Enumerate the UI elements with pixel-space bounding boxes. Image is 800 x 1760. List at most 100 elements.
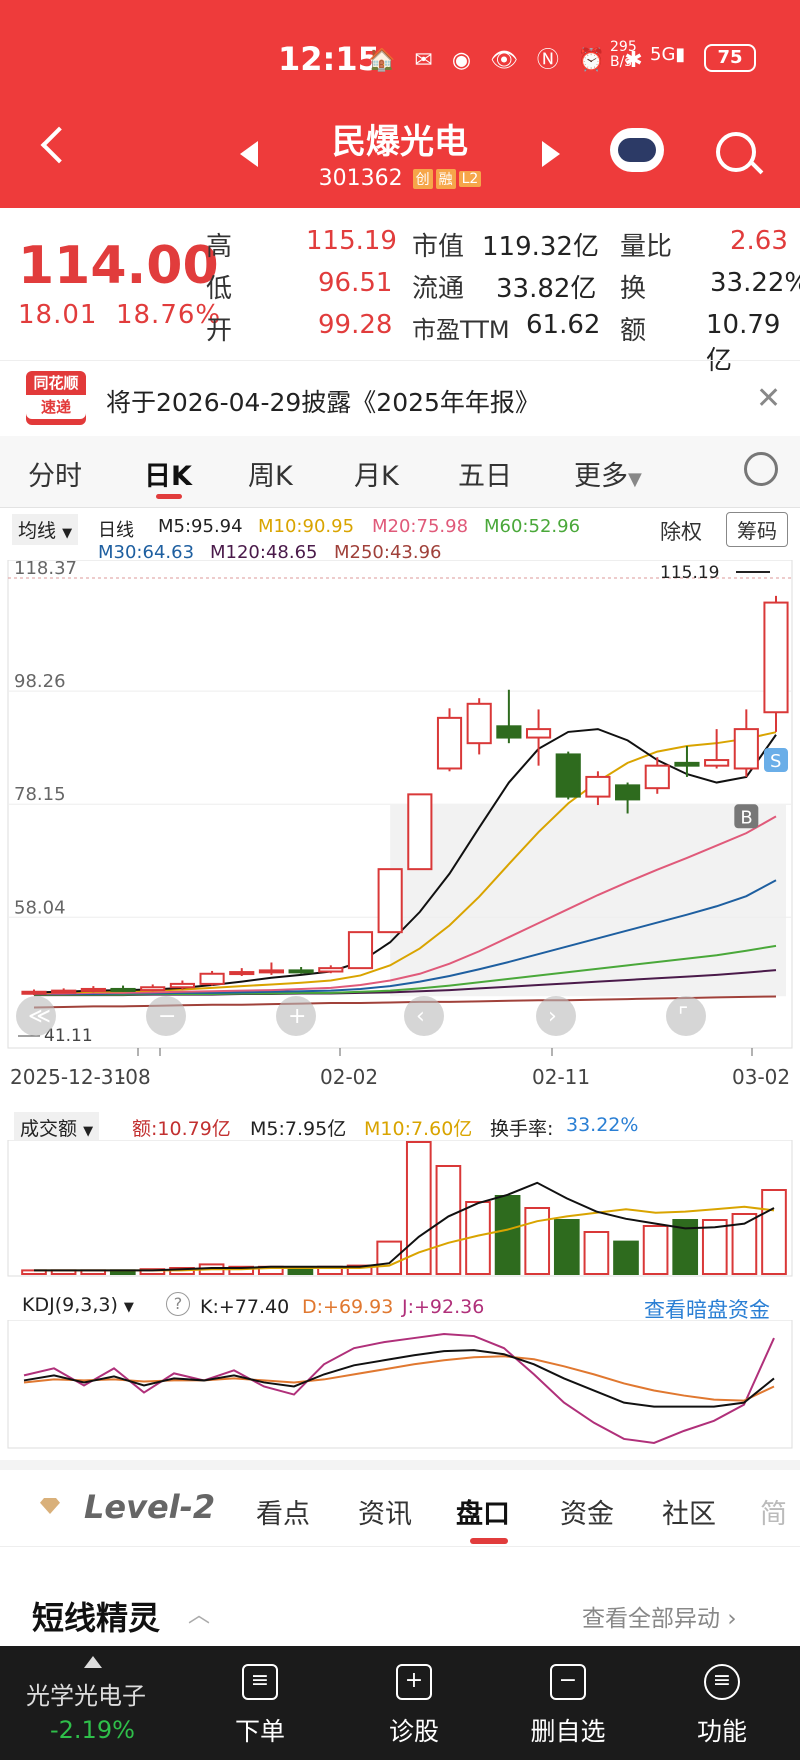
volume-legend: 成交额 ▼ 额:10.79亿 M5:7.95亿 M10:7.60亿 换手率: 3… xyxy=(0,1104,800,1143)
float-label: 流通 xyxy=(412,274,465,304)
active-tab-indicator xyxy=(470,1538,508,1544)
related-sector-name[interactable]: 光学光电子 xyxy=(26,1682,146,1710)
kdj-k: K:+77.40 xyxy=(200,1296,290,1318)
tab-brief[interactable]: 简 xyxy=(760,1499,787,1530)
help-icon[interactable]: ? xyxy=(166,1292,190,1316)
sell-marker-label: S xyxy=(770,751,781,772)
volume-bar xyxy=(346,1264,373,1275)
chevron-up-icon[interactable]: ︿ xyxy=(188,1603,211,1628)
volume-selector[interactable]: 成交额 ▼ xyxy=(14,1112,100,1143)
candle xyxy=(466,702,492,745)
candle xyxy=(555,753,581,798)
tag-chuang: 创 xyxy=(412,169,433,189)
pe-value: 61.62 xyxy=(526,310,601,340)
tab-intraday[interactable]: 分时 xyxy=(28,461,82,492)
kdj-d: D:+69.93 xyxy=(302,1296,394,1318)
mktcap-value: 119.32亿 xyxy=(482,232,599,262)
chevron-down-icon: ▼ xyxy=(62,526,73,541)
volume-bar xyxy=(761,1189,787,1275)
candle xyxy=(615,784,641,801)
kdj-legend: KDJ(9,3,3) ▼ ? K:+77.40 D:+69.93 J:+92.3… xyxy=(0,1286,800,1322)
robot-assistant-icon[interactable] xyxy=(610,128,664,172)
prev-stock-button[interactable] xyxy=(240,141,258,167)
candle xyxy=(644,764,670,790)
candle xyxy=(496,725,522,739)
volume-bar xyxy=(405,1141,432,1275)
high-value: 115.19 xyxy=(306,226,397,256)
last-price: 114.00 xyxy=(18,236,219,296)
dark-pool-link[interactable]: 查看暗盘资金 xyxy=(644,1298,770,1322)
y-tick-label: 78.15 xyxy=(14,784,66,805)
remove-watch-button[interactable]: − 删自选 xyxy=(508,1664,628,1748)
float-value: 33.82亿 xyxy=(496,274,597,304)
tab-highlights[interactable]: 看点 xyxy=(256,1499,310,1530)
volume-chart xyxy=(7,1140,793,1277)
change-pct: 18.76% xyxy=(115,300,222,330)
tab-five-day[interactable]: 五日 xyxy=(458,461,512,492)
candle xyxy=(377,868,403,934)
announcement-bar[interactable]: 同花顺 速递 将于2026-04-29披露《2025年年报》 ✕ xyxy=(0,360,800,436)
turnover-value: 33.22% xyxy=(710,268,800,298)
tab-level2[interactable]: Level-2 xyxy=(84,1488,216,1526)
ex-rights-button[interactable]: 除权 xyxy=(660,520,702,544)
tab-weekly-k[interactable]: 周K xyxy=(248,461,293,492)
chart-nav-button-4 xyxy=(536,996,576,1036)
chart-nav-button-0 xyxy=(16,996,56,1036)
low-value: 96.51 xyxy=(318,268,393,298)
chips-button[interactable]: 筹码 xyxy=(726,512,788,547)
stock-name: 民爆光电 xyxy=(332,122,468,162)
kdj-selector[interactable]: KDJ(9,3,3) ▼ xyxy=(22,1294,134,1316)
caret-up-icon[interactable] xyxy=(84,1656,102,1668)
search-icon[interactable] xyxy=(716,132,756,172)
candlestick-chart[interactable]: 118.37 98.26 78.15 58.04 41.11 115.19 S B ≪ − + ‹ › ⌜… xyxy=(0,560,800,1100)
low-label: 低 xyxy=(206,274,233,304)
volume-amount: 额:10.79亿 xyxy=(132,1118,231,1140)
tab-order-book[interactable]: 盘口 xyxy=(456,1499,510,1530)
volume-bar xyxy=(139,1268,166,1275)
order-icon: ≡ xyxy=(242,1664,278,1700)
volume-bar xyxy=(731,1213,758,1275)
battery-icon: 75 xyxy=(704,44,756,72)
chart-nav-icon-1: − xyxy=(158,1004,176,1029)
function-button[interactable]: ≡ 功能 xyxy=(662,1664,782,1748)
chart-nav-button-1 xyxy=(146,996,186,1036)
quote-panel: 114.00 18.01 18.76% 高 115.19 低 96.51 开 9… xyxy=(0,208,800,376)
candle xyxy=(407,793,433,871)
diagnose-button[interactable]: + 诊股 xyxy=(354,1664,474,1748)
volume-bar xyxy=(701,1219,728,1275)
kdj-selector-label: KDJ(9,3,3) xyxy=(22,1294,118,1316)
order-button[interactable]: ≡ 下单 xyxy=(200,1664,320,1748)
badge-bottom: 速递 xyxy=(26,395,86,419)
status-bar: 12:15 🏠 ✉ ◉ 👁 Ⓝ ⏰ ✱ 295 B/s 5G▮ 75 xyxy=(0,40,800,80)
next-stock-button[interactable] xyxy=(542,141,560,167)
candle xyxy=(585,775,611,798)
close-icon[interactable]: ✕ xyxy=(756,381,782,416)
candle xyxy=(318,967,344,973)
tab-news[interactable]: 资讯 xyxy=(358,1499,412,1530)
candle xyxy=(288,969,314,974)
ma10-label: M10:90.95 xyxy=(258,516,355,537)
candle xyxy=(229,971,255,976)
volume-m5: M5:7.95亿 xyxy=(250,1118,347,1140)
stock-code: 301362 xyxy=(318,166,403,191)
tab-community[interactable]: 社区 xyxy=(662,1499,716,1530)
ma-legend: 均线 ▼ 日线 M5:95.94 M10:90.95 M20:75.98 M60… xyxy=(0,508,800,564)
low-price-label: 41.11 xyxy=(44,1026,93,1046)
tab-more[interactable]: 更多▼ xyxy=(574,454,642,493)
high-price-label: 115.19 xyxy=(660,563,719,583)
view-all-changes-link[interactable]: 查看全部异动 › xyxy=(582,1599,737,1633)
candle xyxy=(763,601,789,714)
express-badge: 同花顺 速递 xyxy=(26,371,86,425)
tab-funds[interactable]: 资金 xyxy=(560,1499,614,1530)
settings-icon[interactable] xyxy=(744,452,778,486)
candle xyxy=(169,982,195,989)
volume-m5-line xyxy=(34,1181,775,1272)
tab-daily-k[interactable]: 日K xyxy=(144,461,192,492)
tab-monthly-k[interactable]: 月K xyxy=(354,461,399,492)
price-change: 18.01 18.76% xyxy=(18,300,221,330)
volume-bar xyxy=(524,1207,551,1275)
chart-nav-icon-4: › xyxy=(548,1004,557,1029)
candle xyxy=(110,987,136,992)
ma-selector[interactable]: 均线 ▼ xyxy=(12,514,79,545)
chevron-down-icon: ▼ xyxy=(628,469,642,490)
